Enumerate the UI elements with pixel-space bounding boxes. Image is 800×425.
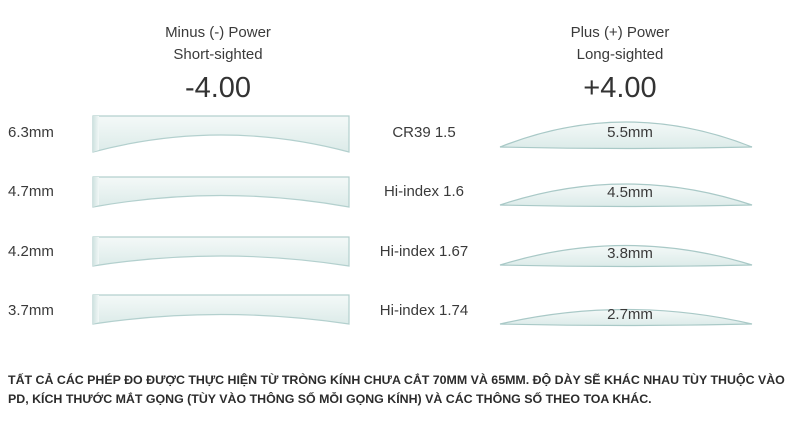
minus-lens-edge-row-4	[93, 295, 99, 324]
material-row-4: Hi-index 1.74	[379, 302, 469, 319]
plus-lens-row-3	[499, 244, 753, 268]
minus-lens-row-2	[92, 176, 350, 208]
minus-power-subtitle: Short-sighted	[173, 46, 263, 63]
plus-lens-row-2	[499, 183, 753, 208]
plus-thickness-row-4: 2.7mm	[607, 306, 653, 323]
minus-thickness-row-1: 6.3mm	[8, 124, 54, 141]
minus-power-value: -4.00	[184, 72, 252, 104]
material-row-2: Hi-index 1.6	[383, 183, 465, 200]
plus-power-subtitle: Long-sighted	[576, 46, 664, 63]
minus-lens-row-1	[92, 115, 350, 153]
minus-power-header: Minus (-) Power Short-sighted -4.00	[118, 22, 318, 106]
minus-thickness-row-2: 4.7mm	[8, 183, 54, 200]
plus-lens-row-1	[499, 121, 753, 150]
minus-lens-edge-row-3	[93, 237, 99, 266]
plus-thickness-row-2: 4.5mm	[607, 184, 653, 201]
plus-power-title: Plus (+) Power	[570, 24, 670, 41]
minus-lens-row-3	[92, 236, 350, 267]
plus-power-value: +4.00	[583, 72, 657, 104]
plus-thickness-row-3: 3.8mm	[607, 245, 653, 262]
plus-lens-row-4	[499, 308, 753, 327]
minus-lens-edge-row-1	[93, 116, 99, 152]
minus-thickness-row-4: 3.7mm	[8, 302, 54, 319]
plus-power-header: Plus (+) Power Long-sighted +4.00	[520, 22, 720, 106]
minus-power-title: Minus (-) Power	[165, 24, 271, 41]
plus-thickness-row-1: 5.5mm	[607, 124, 653, 141]
minus-lens-row-4	[92, 294, 350, 325]
material-row-1: CR39 1.5	[392, 124, 456, 141]
measurement-footnote: TẤT CẢ CÁC PHÉP ĐO ĐƯỢC THỰC HIỆN TỪ TRÒ…	[8, 373, 785, 406]
material-row-3: Hi-index 1.67	[379, 243, 469, 260]
minus-thickness-row-3: 4.2mm	[8, 243, 54, 260]
minus-lens-edge-row-2	[93, 177, 99, 207]
